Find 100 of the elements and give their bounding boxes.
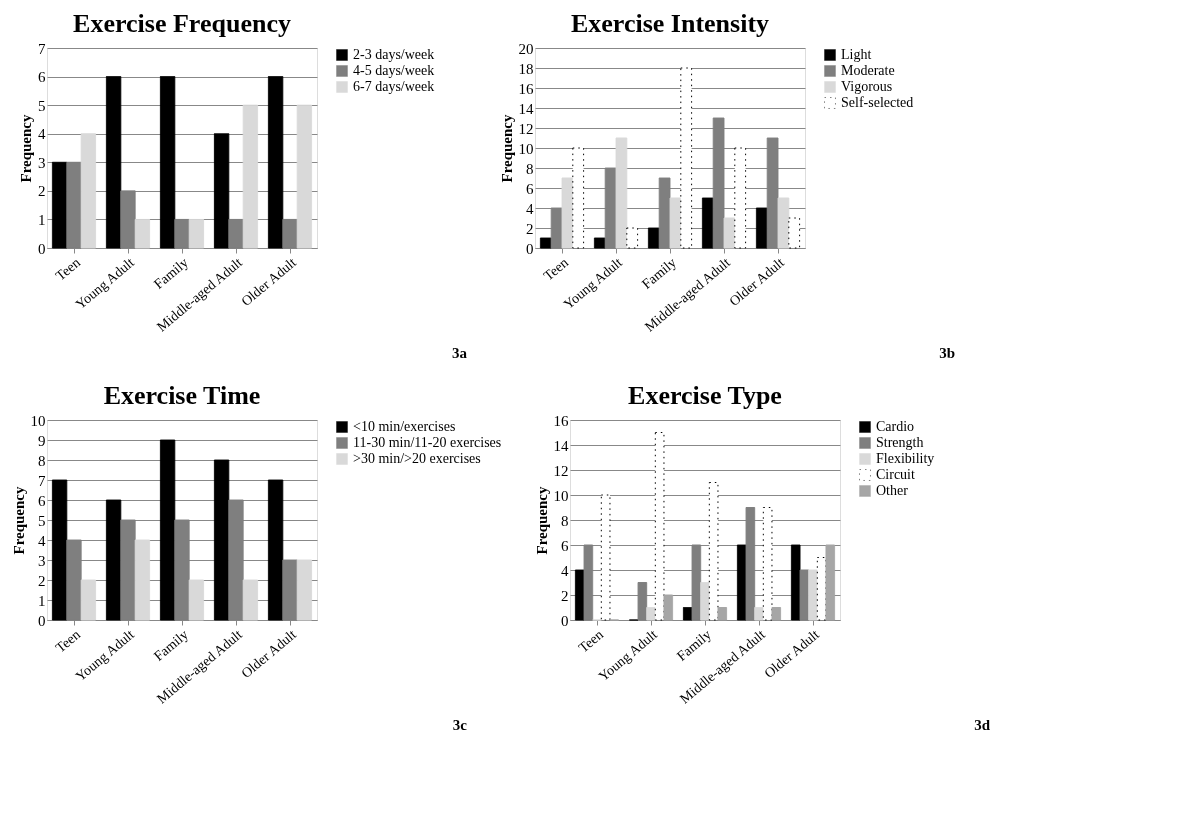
legend-label: Cardio [876, 419, 915, 434]
bar [296, 104, 313, 249]
bar [105, 499, 122, 621]
bar [723, 217, 736, 249]
bar [808, 569, 818, 621]
bar [188, 579, 205, 621]
text: 3a [452, 345, 468, 361]
bar [825, 544, 836, 621]
legend-label: Vigorous [841, 79, 893, 94]
legend-label: Strength [876, 435, 924, 450]
y-tick-label: 5 [38, 512, 46, 529]
bar [717, 607, 728, 621]
bar [539, 237, 552, 249]
bar [296, 559, 313, 621]
y-tick-label: 18 [518, 60, 534, 77]
y-tick-label: 4 [561, 562, 569, 579]
bar [734, 147, 747, 249]
bar [242, 104, 259, 249]
legend-label: <10 min/exercises [353, 419, 456, 434]
bar [159, 439, 176, 621]
y-tick-label: 14 [553, 437, 569, 454]
legend-label: Flexibility [876, 451, 935, 466]
bar [701, 197, 714, 249]
legend-label: >30 min/>20 exercises [353, 451, 481, 466]
bar [267, 479, 284, 621]
y-tick-label: 12 [553, 462, 569, 479]
y-axis-title: Frequency [498, 113, 515, 183]
bar [159, 76, 176, 249]
y-tick-label: 8 [526, 160, 534, 177]
y-tick-label: 3 [38, 552, 46, 569]
y-tick-label: 7 [38, 472, 46, 489]
chart-title: Exercise Type [628, 381, 782, 410]
bar [51, 479, 68, 621]
bar [213, 133, 230, 249]
bar [790, 544, 801, 621]
bar [762, 507, 773, 621]
y-tick-label: 4 [526, 200, 534, 217]
bar [242, 579, 259, 621]
y-tick-label: 4 [38, 532, 46, 549]
y-tick-label: 6 [526, 180, 534, 197]
y-tick-label: 6 [561, 537, 569, 554]
bar [777, 197, 790, 249]
y-axis-title: Frequency [10, 485, 27, 555]
y-tick-label: 10 [30, 412, 46, 429]
bar [771, 607, 782, 621]
bar [755, 207, 768, 249]
chart-title: Exercise Intensity [570, 9, 770, 38]
bar [654, 432, 665, 621]
legend-label: 11-30 min/11-20 exercises [353, 435, 502, 450]
bar [708, 482, 719, 621]
legend-label: 4-5 days/week [353, 63, 435, 78]
y-tick-label: 0 [561, 612, 569, 629]
y-tick-label: 20 [518, 40, 534, 57]
y-tick-label: 8 [561, 512, 569, 529]
x-tick-label: Teen [540, 254, 571, 284]
chart-title: Exercise Time [103, 381, 261, 410]
y-tick-label: 9 [38, 432, 46, 449]
bar [80, 579, 97, 621]
bar [574, 569, 585, 621]
y-tick-label: 1 [38, 211, 46, 228]
bar [105, 76, 122, 249]
bar [572, 147, 585, 249]
bar [213, 459, 230, 621]
y-tick-label: 2 [38, 572, 46, 589]
y-tick-label: 0 [38, 240, 46, 257]
y-tick-label: 2 [561, 587, 569, 604]
bar [680, 67, 693, 249]
bar [669, 197, 682, 249]
bar [134, 218, 151, 249]
y-tick-label: 0 [526, 240, 534, 257]
y-tick-label: 1 [38, 592, 46, 609]
bar [600, 494, 611, 621]
y-axis-title: Frequency [18, 113, 34, 183]
y-tick-label: 12 [518, 120, 534, 137]
legend-label: 6-7 days/week [353, 79, 435, 94]
y-tick-label: 2 [38, 183, 46, 200]
y-axis-title: Frequency [533, 485, 550, 555]
chart-title: Exercise Frequency [73, 9, 291, 38]
y-tick-label: 0 [38, 612, 46, 629]
bar [561, 177, 574, 249]
bar [188, 218, 205, 249]
y-tick-label: 10 [518, 140, 534, 157]
bar [80, 133, 97, 249]
text: 3c [452, 717, 468, 733]
y-tick-label: 8 [38, 452, 46, 469]
y-tick-label: 6 [38, 69, 46, 86]
bar [267, 76, 284, 249]
bar [134, 539, 151, 621]
legend-label: Other [876, 483, 909, 498]
text: 3b [939, 345, 955, 361]
bar [799, 569, 810, 621]
bar [700, 582, 710, 621]
bar [615, 137, 628, 249]
y-tick-label: 7 [38, 40, 46, 57]
bar [788, 217, 801, 249]
y-tick-label: 10 [553, 487, 569, 504]
y-tick-label: 16 [518, 80, 534, 97]
y-tick-label: 4 [38, 126, 46, 143]
bar [663, 594, 674, 621]
bar [593, 237, 606, 249]
